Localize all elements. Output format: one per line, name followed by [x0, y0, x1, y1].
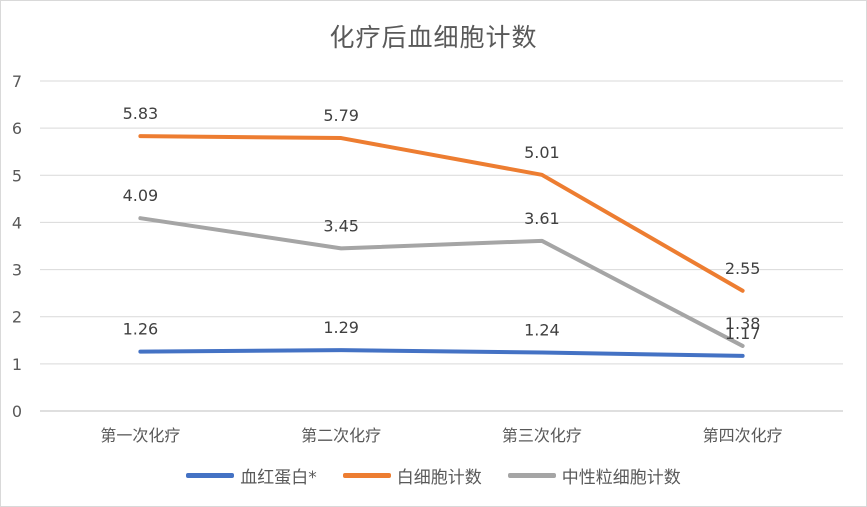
y-tick-label: 1 [12, 355, 22, 374]
data-label: 1.17 [725, 324, 761, 343]
data-label: 3.45 [323, 216, 359, 235]
x-tick-label: 第三次化疗 [502, 426, 582, 445]
legend-label: 血红蛋白* [240, 467, 317, 488]
data-label: 5.01 [524, 143, 560, 162]
legend-swatch [507, 472, 556, 478]
x-tick-label: 第一次化疗 [100, 426, 180, 445]
legend-label: 白细胞计数 [396, 467, 482, 488]
legend-swatch [342, 472, 391, 478]
legend-item: 中性粒细胞计数 [507, 463, 681, 488]
series-line [138, 348, 745, 358]
data-label: 1.24 [524, 321, 560, 340]
y-tick-label: 2 [12, 308, 22, 327]
series-line [138, 134, 745, 293]
x-tick-label: 第四次化疗 [703, 426, 783, 445]
legend-item: 白细胞计数 [342, 463, 482, 488]
series-line [138, 216, 745, 348]
data-label: 5.79 [323, 106, 359, 125]
legend-label: 中性粒细胞计数 [561, 467, 681, 488]
chart-title: 化疗后血细胞计数 [329, 23, 538, 52]
data-label: 1.26 [123, 320, 159, 339]
x-tick-label: 第二次化疗 [301, 426, 381, 445]
data-label: 1.29 [323, 318, 359, 337]
y-tick-label: 7 [12, 72, 22, 91]
legend-swatch [186, 472, 235, 478]
legend: 血红蛋白* 白细胞计数 中性粒细胞计数 [0, 462, 867, 488]
data-label: 3.61 [524, 209, 560, 228]
data-label: 4.09 [123, 186, 159, 205]
legend-item: 血红蛋白* [186, 463, 317, 488]
data-label: 2.55 [725, 259, 761, 278]
y-tick-label: 6 [12, 119, 22, 138]
data-label: 1.38 [725, 314, 761, 333]
y-tick-label: 3 [12, 261, 22, 280]
y-tick-label: 5 [12, 166, 22, 185]
data-label: 5.83 [123, 104, 159, 123]
y-tick-label: 0 [12, 402, 22, 421]
y-tick-label: 4 [12, 213, 22, 232]
